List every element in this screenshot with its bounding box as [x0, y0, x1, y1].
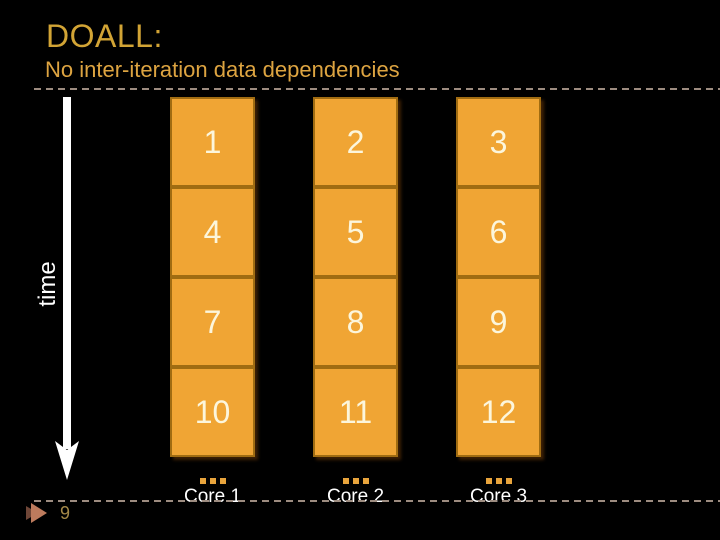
core2-label: Core 2 [326, 486, 385, 507]
iteration-box-4: 4 [170, 187, 255, 277]
iteration-box-6: 6 [456, 187, 541, 277]
slide-subtitle: No inter-iteration data dependencies [45, 57, 400, 82]
ellipsis-icon [456, 478, 541, 484]
core1-column: 1 4 7 10 Core 1 [170, 97, 255, 508]
iteration-box-1: 1 [170, 97, 255, 187]
core3-iteration-stack: 3 6 9 12 [456, 97, 541, 457]
time-axis-label: time [34, 261, 61, 307]
iteration-box-5: 5 [313, 187, 398, 277]
core3-column: 3 6 9 12 Core 3 [456, 97, 541, 508]
iteration-box-9: 9 [456, 277, 541, 367]
iteration-box-3: 3 [456, 97, 541, 187]
top-divider-dashed-line [34, 88, 720, 90]
core1-iteration-stack: 1 4 7 10 [170, 97, 255, 457]
core3-label: Core 3 [469, 486, 528, 507]
page-number: 9 [60, 503, 71, 523]
core2-iteration-stack: 2 5 8 11 [313, 97, 398, 457]
slide-title: DOALL: [46, 18, 163, 54]
core2-column: 2 5 8 11 Core 2 [313, 97, 398, 508]
iteration-box-11: 11 [313, 367, 398, 457]
iteration-box-7: 7 [170, 277, 255, 367]
time-down-arrow-icon [55, 97, 79, 480]
page-marker-triangles-icon [26, 503, 47, 523]
iteration-box-2: 2 [313, 97, 398, 187]
ellipsis-icon [313, 478, 398, 484]
bottom-divider-dashed-line [34, 500, 720, 502]
iteration-box-8: 8 [313, 277, 398, 367]
iteration-box-12: 12 [456, 367, 541, 457]
iteration-box-10: 10 [170, 367, 255, 457]
core1-label: Core 1 [183, 486, 242, 507]
ellipsis-icon [170, 478, 255, 484]
